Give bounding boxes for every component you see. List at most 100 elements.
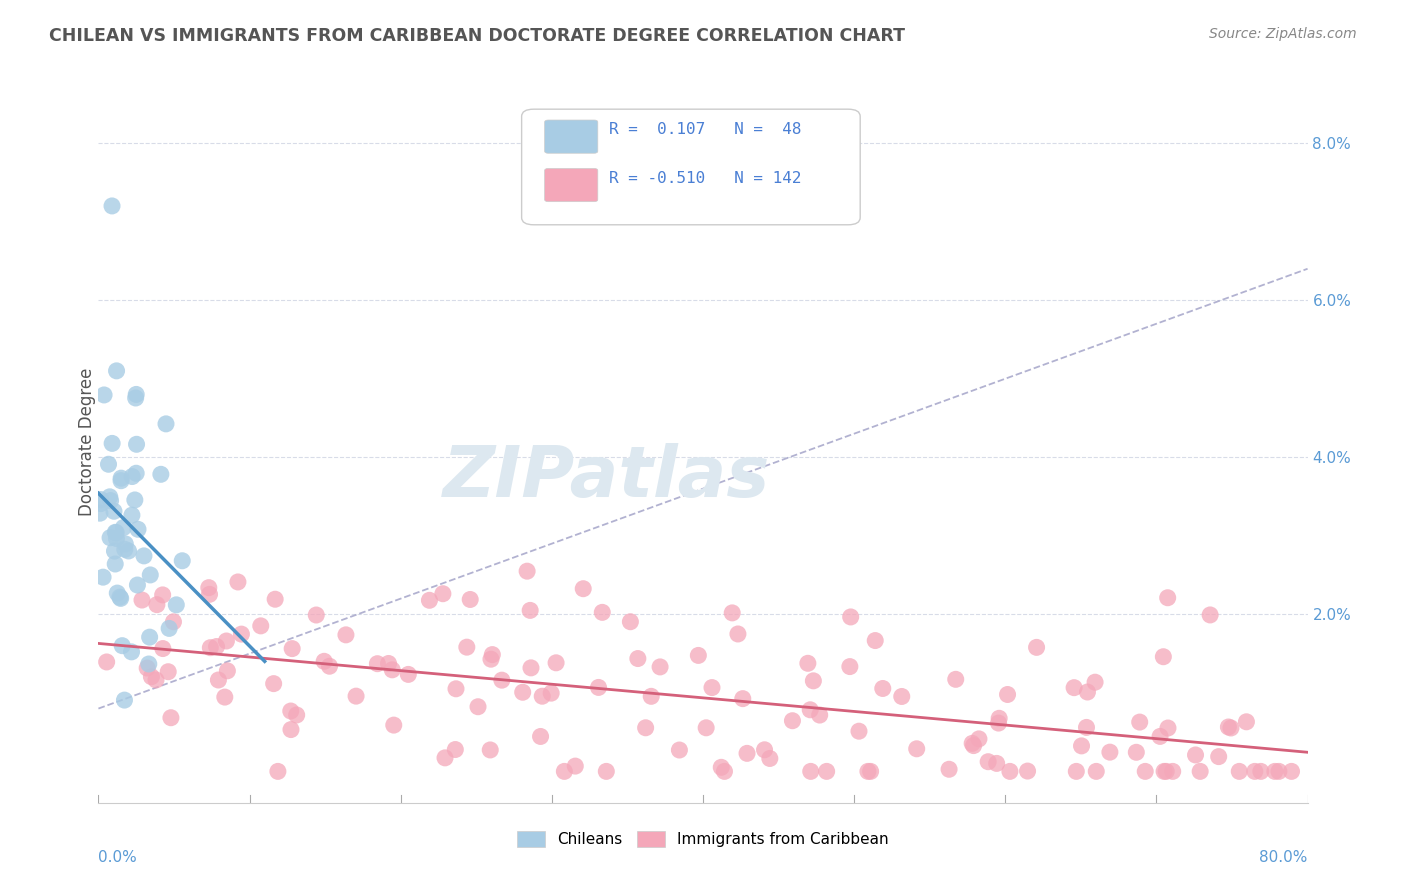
Point <box>848 724 870 739</box>
Point <box>782 714 804 728</box>
Point <box>1281 764 1303 779</box>
Point <box>1066 764 1088 779</box>
Point <box>90 497 112 511</box>
Point <box>595 764 617 779</box>
Point <box>1154 764 1177 779</box>
Point <box>1184 747 1206 762</box>
Point <box>1157 591 1180 605</box>
Point <box>516 564 538 578</box>
FancyBboxPatch shape <box>544 169 598 202</box>
Point <box>1129 715 1152 730</box>
Point <box>695 721 717 735</box>
Point <box>997 688 1019 702</box>
Point <box>132 549 155 563</box>
Point <box>125 437 148 451</box>
Point <box>512 685 534 699</box>
Point <box>1084 675 1107 690</box>
Point <box>231 627 253 641</box>
Point <box>418 593 440 607</box>
Point <box>149 467 172 482</box>
Point <box>145 673 167 687</box>
Point <box>1085 764 1108 779</box>
Point <box>872 681 894 696</box>
Point <box>838 659 860 673</box>
Point <box>1070 739 1092 753</box>
Point <box>124 492 146 507</box>
Point <box>1076 685 1098 699</box>
Point <box>808 708 831 723</box>
Point <box>546 656 568 670</box>
Point <box>382 718 405 732</box>
Point <box>444 681 467 696</box>
Point <box>101 199 124 213</box>
Point <box>1268 764 1291 779</box>
Point <box>700 681 723 695</box>
Point <box>207 673 229 687</box>
Point <box>519 603 541 617</box>
Point <box>110 471 132 485</box>
Point <box>136 661 159 675</box>
Point <box>104 557 127 571</box>
Point <box>152 641 174 656</box>
Point <box>335 628 357 642</box>
Text: R =  0.107   N =  48: R = 0.107 N = 48 <box>609 122 801 137</box>
Point <box>105 586 128 600</box>
Text: 0.0%: 0.0% <box>98 850 138 865</box>
Point <box>962 739 984 753</box>
Point <box>640 690 662 704</box>
Point <box>281 641 304 656</box>
Point <box>1236 714 1258 729</box>
Point <box>1227 764 1250 779</box>
Point <box>264 592 287 607</box>
Point <box>121 508 143 523</box>
Point <box>263 676 285 690</box>
Point <box>988 711 1011 725</box>
Point <box>217 664 239 678</box>
Point <box>572 582 595 596</box>
Point <box>155 417 177 431</box>
Point <box>214 690 236 704</box>
Point <box>710 760 733 774</box>
Point <box>198 581 221 595</box>
Point <box>114 693 136 707</box>
Point <box>815 764 838 779</box>
Point <box>172 554 194 568</box>
Point <box>103 544 125 558</box>
Point <box>162 615 184 629</box>
Point <box>141 670 163 684</box>
Point <box>215 634 238 648</box>
Point <box>754 743 776 757</box>
Point <box>520 661 543 675</box>
Point <box>479 652 502 666</box>
Point <box>280 704 302 718</box>
Point <box>1125 745 1147 759</box>
Point <box>226 574 249 589</box>
Point <box>97 457 120 471</box>
Point <box>800 764 823 779</box>
Point <box>152 588 174 602</box>
Point <box>138 630 160 644</box>
Point <box>381 663 404 677</box>
Point <box>125 467 148 481</box>
Point <box>859 764 882 779</box>
Point <box>105 525 128 540</box>
Point <box>110 591 132 606</box>
Point <box>564 759 586 773</box>
Point <box>124 391 146 405</box>
Point <box>444 742 467 756</box>
Point <box>960 736 983 750</box>
Text: Source: ZipAtlas.com: Source: ZipAtlas.com <box>1209 27 1357 41</box>
Point <box>103 504 125 518</box>
Point <box>731 691 754 706</box>
Point <box>458 592 481 607</box>
Point <box>987 716 1010 731</box>
Point <box>89 506 111 520</box>
Point <box>986 756 1008 771</box>
Point <box>529 730 551 744</box>
Point <box>127 578 149 592</box>
Point <box>967 731 990 746</box>
Point <box>117 544 139 558</box>
Point <box>105 532 128 546</box>
Point <box>890 690 912 704</box>
Legend: Chileans, Immigrants from Caribbean: Chileans, Immigrants from Caribbean <box>512 825 894 853</box>
